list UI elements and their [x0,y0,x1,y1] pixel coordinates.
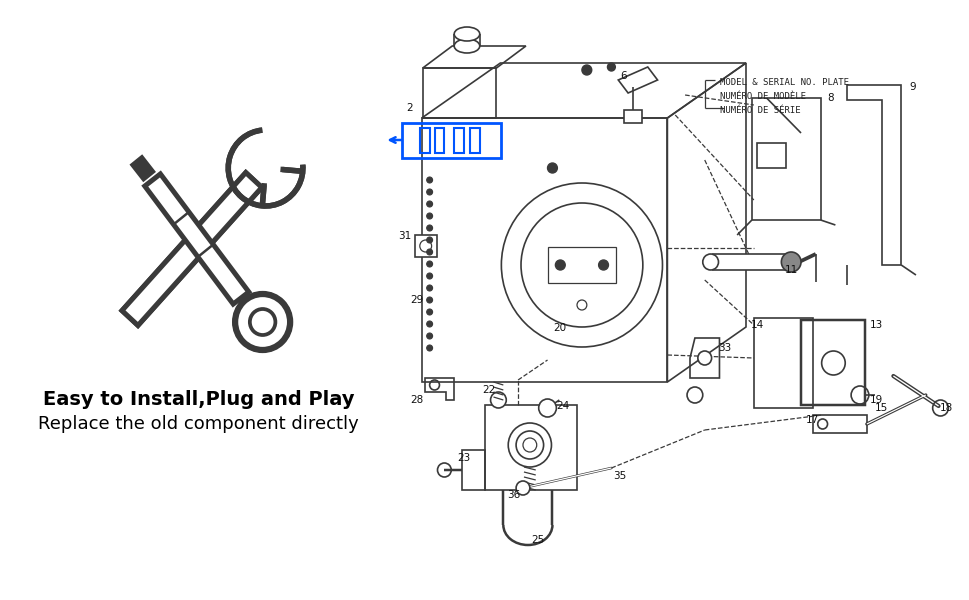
Text: Easy to Install,Plug and Play: Easy to Install,Plug and Play [43,390,354,409]
Circle shape [234,294,290,350]
Circle shape [426,177,432,183]
Circle shape [598,260,608,270]
Text: 13: 13 [869,320,883,330]
Text: 24: 24 [556,401,570,411]
Text: 15: 15 [874,403,888,413]
Text: MODEL & SERIAL NO. PLATE: MODEL & SERIAL NO. PLATE [720,78,849,87]
Text: 25: 25 [531,535,544,545]
Polygon shape [122,173,262,325]
Circle shape [555,260,565,270]
Circle shape [426,345,432,351]
Circle shape [547,163,557,173]
Polygon shape [415,235,436,257]
Circle shape [697,351,711,365]
Circle shape [426,189,432,195]
Text: 8: 8 [827,93,833,103]
Text: 6: 6 [619,71,626,81]
Circle shape [607,63,614,71]
Text: 20: 20 [552,323,565,333]
Circle shape [426,273,432,279]
Polygon shape [712,254,786,270]
Text: 11: 11 [784,265,797,275]
Text: 35: 35 [613,471,626,481]
Text: Replace the old component directly: Replace the old component directly [39,415,359,433]
Circle shape [508,423,551,467]
Polygon shape [131,156,154,181]
Text: 28: 28 [410,395,423,405]
Circle shape [538,399,556,417]
Text: 14: 14 [750,320,764,330]
Polygon shape [122,173,262,325]
Text: 9: 9 [909,82,916,92]
Text: 19: 19 [869,395,883,405]
Polygon shape [756,143,786,168]
Text: NUMÉRO DE SÉRIE: NUMÉRO DE SÉRIE [720,106,800,115]
Circle shape [703,254,718,270]
Circle shape [516,481,529,495]
Text: 31: 31 [398,231,411,241]
Circle shape [426,201,432,207]
Circle shape [426,297,432,303]
Text: 22: 22 [482,385,495,395]
Polygon shape [623,110,641,123]
Circle shape [490,392,506,408]
Text: 29: 29 [410,295,423,305]
Circle shape [426,261,432,267]
Polygon shape [617,67,657,93]
Circle shape [426,333,432,339]
Text: 36: 36 [507,490,520,500]
Text: 2: 2 [406,103,413,113]
Circle shape [426,285,432,291]
Text: NUMÉRO DE MODÈLE: NUMÉRO DE MODÈLE [720,92,805,101]
Circle shape [426,249,432,255]
Text: 18: 18 [939,403,953,413]
Ellipse shape [453,39,480,53]
Circle shape [426,213,432,219]
Polygon shape [547,247,615,283]
Circle shape [426,225,432,231]
Circle shape [426,321,432,327]
Polygon shape [144,174,249,304]
Text: 23: 23 [457,453,470,463]
Circle shape [781,252,800,272]
Circle shape [426,309,432,315]
Ellipse shape [453,27,480,41]
Text: 17: 17 [805,415,819,425]
Circle shape [234,294,290,350]
Text: 33: 33 [717,343,731,353]
Circle shape [501,183,662,347]
Circle shape [426,237,432,243]
Circle shape [581,65,591,75]
Circle shape [686,387,703,403]
